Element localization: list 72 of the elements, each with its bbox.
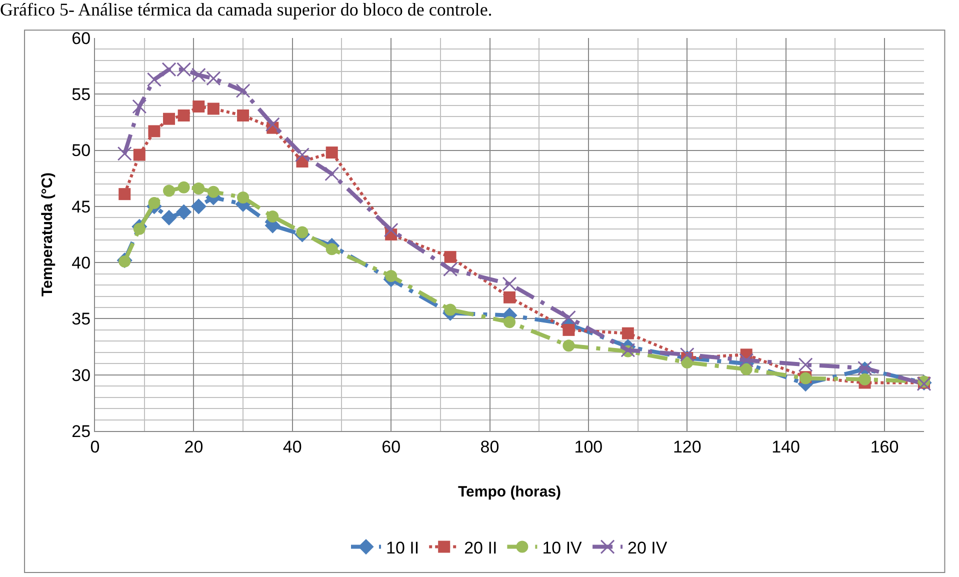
x-tick-label: 140: [772, 437, 800, 456]
point: [384, 222, 398, 238]
point: [132, 99, 147, 114]
point: [739, 353, 754, 368]
point: [858, 373, 871, 386]
point: [206, 71, 221, 86]
point: [444, 304, 456, 316]
y-tick-label: 45: [72, 197, 91, 216]
y-tick-label: 50: [72, 141, 91, 160]
point: [133, 222, 146, 235]
point: [161, 210, 177, 226]
x-axis-title: Tempo (horas): [458, 483, 562, 500]
point: [502, 276, 517, 292]
point: [148, 125, 160, 138]
point: [148, 197, 160, 210]
point: [176, 204, 192, 220]
point: [680, 347, 694, 362]
point: [265, 117, 280, 132]
point: [296, 226, 308, 238]
y-tick-label: 40: [72, 254, 91, 273]
point: [163, 112, 176, 125]
y-tick-label: 35: [72, 310, 91, 329]
chart-title: Gráfico 5- Análise térmica da camada superior do bloco de controle.: [0, 0, 492, 20]
point: [295, 148, 310, 162]
point: [237, 109, 250, 122]
legend-label: 20 II: [464, 538, 498, 558]
point: [190, 198, 206, 214]
x-tick-label: 20: [184, 437, 204, 456]
point: [118, 188, 131, 200]
point: [622, 327, 634, 340]
y-tick-label: 60: [72, 28, 91, 48]
point: [146, 72, 162, 87]
point: [266, 210, 279, 223]
point: [324, 166, 340, 182]
point: [133, 148, 146, 161]
point: [192, 182, 205, 194]
x-tick-label: 60: [382, 437, 401, 456]
point: [163, 184, 176, 197]
point: [443, 262, 458, 277]
x-tick-label: 80: [480, 437, 500, 456]
point: [178, 181, 190, 194]
point: [192, 100, 205, 112]
point: [504, 316, 516, 328]
point: [561, 310, 576, 325]
point: [504, 291, 516, 304]
legend-label: 20 IV: [628, 538, 668, 558]
point: [178, 109, 190, 122]
y-axis-title: Temperatuda (°C): [38, 172, 56, 297]
legend-label: 10 IV: [542, 538, 583, 558]
point: [326, 243, 338, 256]
point: [207, 186, 220, 198]
y-tick-label: 30: [72, 366, 91, 385]
point: [385, 270, 398, 282]
point: [207, 102, 220, 115]
point: [191, 68, 206, 82]
point: [326, 146, 338, 159]
point: [740, 363, 752, 376]
x-tick-label: 120: [672, 437, 702, 456]
point: [117, 146, 132, 161]
point: [237, 191, 250, 204]
point: [444, 250, 456, 263]
point: [562, 324, 575, 336]
point: [798, 358, 813, 372]
x-tick-label: 0: [90, 437, 100, 456]
y-tick-label: 25: [72, 422, 91, 441]
x-tick-label: 100: [574, 437, 603, 456]
x-tick-label: 160: [870, 437, 899, 456]
y-tick-label: 55: [72, 85, 91, 104]
legend-label: 10 II: [386, 538, 420, 558]
point: [236, 84, 250, 98]
x-tick-label: 40: [282, 437, 302, 456]
point: [562, 340, 575, 352]
